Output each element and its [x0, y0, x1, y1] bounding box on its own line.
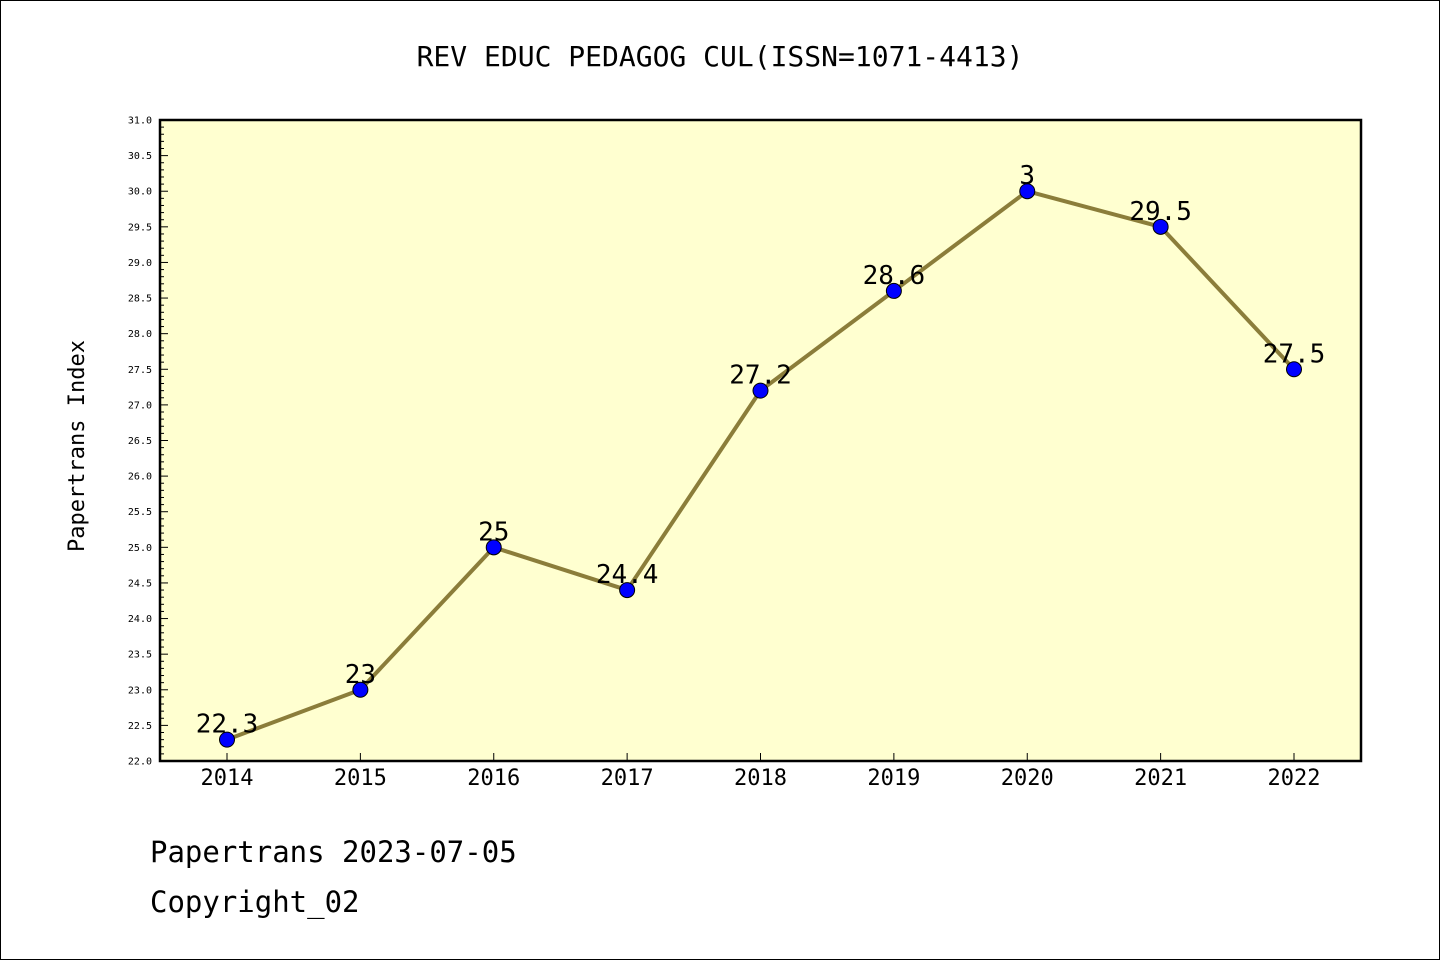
data-point	[752, 382, 769, 399]
x-axis-ticks: 2014 2015 2016 2017 2018 2019 2020 2021 2022	[201, 753, 1321, 791]
x-tick-label: 2017	[601, 766, 654, 791]
y-tick-label: 24.0	[128, 614, 152, 625]
x-tick-label: 2022	[1268, 766, 1321, 791]
data-label: 27.2	[729, 361, 792, 391]
data-label: 29.5	[1129, 197, 1192, 227]
data-point	[219, 731, 235, 748]
chart-title: REV EDUC PEDAGOG CUL(ISSN=1071-4413)	[417, 40, 1024, 73]
y-tick-label: 25.5	[128, 507, 152, 518]
y-tick-label: 22.0	[128, 757, 152, 768]
y-tick-label: 25.0	[128, 543, 152, 554]
y-axis-label: Papertrans Index	[65, 340, 90, 552]
y-tick-label: 28.5	[128, 294, 152, 305]
footer-copyright: Copyright_02	[150, 885, 360, 919]
data-point	[485, 539, 502, 556]
data-label: 28.6	[863, 261, 926, 291]
y-tick-label: 28.0	[128, 329, 152, 340]
y-tick-label: 24.5	[128, 578, 152, 589]
x-tick-label: 2016	[467, 766, 520, 791]
data-point	[1019, 183, 1036, 200]
y-tick-label: 23.0	[128, 685, 152, 696]
y-tick-label: 26.5	[128, 436, 152, 447]
y-axis-ticks: 22.0 22.5 23.0 23.5 24.0 24.5 25.0 25.5 26.0 26.5…	[128, 116, 168, 768]
y-tick-label: 22.5	[128, 721, 152, 732]
data-point	[1286, 361, 1302, 378]
data-point	[885, 282, 902, 299]
footer-date: Papertrans 2023-07-05	[150, 835, 517, 869]
data-point	[352, 681, 369, 698]
data-point	[619, 582, 636, 599]
y-tick-label: 26.0	[128, 472, 152, 483]
data-label: 22.3	[196, 710, 259, 740]
x-tick-label: 2015	[334, 766, 387, 791]
x-tick-label: 2019	[867, 766, 920, 791]
x-tick-label: 2014	[201, 766, 254, 791]
y-tick-label: 27.5	[128, 365, 152, 376]
data-point	[1152, 218, 1169, 235]
x-tick-label: 2018	[734, 766, 787, 791]
x-tick-label: 2020	[1001, 766, 1054, 791]
y-tick-label: 29.5	[128, 222, 152, 233]
y-tick-label: 30.5	[128, 151, 152, 162]
data-label: 27.5	[1263, 339, 1326, 369]
y-tick-label: 23.5	[128, 650, 152, 661]
series-group: 22.3 23 25 24.4 27.2 28.6 3 29.5 27.5	[196, 161, 1326, 748]
y-tick-label: 30.0	[128, 187, 152, 198]
data-label: 24.4	[596, 560, 659, 590]
y-tick-label: 31.0	[128, 116, 152, 127]
x-tick-label: 2021	[1134, 766, 1187, 791]
y-tick-label: 27.0	[128, 400, 152, 411]
y-tick-label: 29.0	[128, 258, 152, 269]
data-label: 3	[1019, 161, 1035, 191]
data-label: 23	[345, 660, 376, 690]
data-label: 25	[478, 517, 509, 547]
